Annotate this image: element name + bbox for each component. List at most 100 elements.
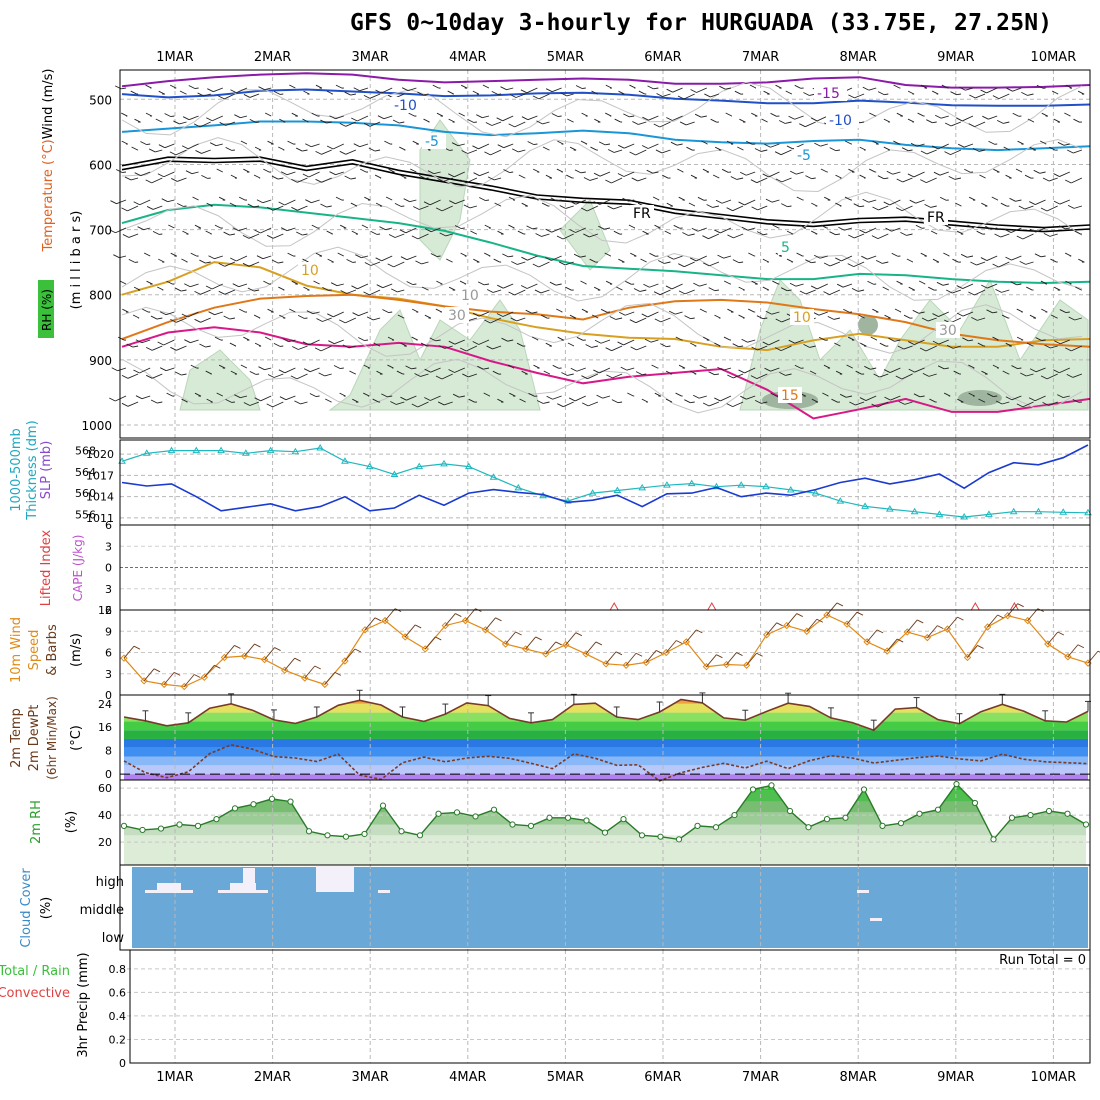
wind-barb bbox=[589, 233, 599, 238]
wind-barb-flag bbox=[190, 252, 197, 257]
wind-barb-flag bbox=[354, 648, 362, 653]
wind-barb bbox=[605, 651, 617, 665]
wind-barb-flag bbox=[146, 280, 153, 285]
wind-barb bbox=[794, 115, 804, 120]
wind-barb bbox=[538, 261, 550, 268]
wind-barb-flag bbox=[848, 168, 855, 173]
wind-barb bbox=[939, 171, 949, 176]
wind-barb-flag bbox=[867, 280, 874, 285]
wind-barb-flag bbox=[337, 252, 344, 257]
wind-barb bbox=[867, 255, 877, 260]
wind-barb-flag bbox=[531, 336, 539, 341]
wind-barb-flag bbox=[1041, 308, 1048, 313]
wind-barb bbox=[264, 87, 272, 91]
wind-barb-flag bbox=[566, 174, 573, 179]
wind-barb-flag bbox=[427, 170, 435, 175]
wind-barb-flag bbox=[653, 291, 661, 296]
wind-barb-flag bbox=[247, 287, 255, 292]
wind-barb-flag bbox=[922, 372, 930, 377]
thickness-marker bbox=[192, 446, 201, 454]
wind-barb-flag bbox=[1017, 603, 1024, 608]
wind-barb-flag bbox=[1059, 309, 1067, 313]
wind-barb-flag bbox=[339, 224, 347, 229]
wind-barb-flag bbox=[726, 403, 733, 408]
wind-barb bbox=[468, 373, 478, 378]
wind-barb-flag bbox=[843, 308, 850, 313]
wind-barb-flag bbox=[126, 343, 133, 348]
wind-barb-flag bbox=[1054, 340, 1061, 345]
wind-barb bbox=[506, 87, 514, 91]
wind-barb bbox=[165, 311, 175, 316]
isotherm-line bbox=[121, 293, 1091, 348]
wind-barb-flag bbox=[134, 172, 141, 177]
date-label-bottom: 6MAR bbox=[644, 1070, 681, 1085]
date-label-top: 4MAR bbox=[449, 50, 486, 65]
wind-barb-flag bbox=[159, 311, 167, 316]
wind-barb bbox=[322, 317, 332, 322]
wind-barb bbox=[505, 631, 516, 645]
wind-barb-flag bbox=[534, 289, 542, 294]
wind-speed-marker bbox=[461, 616, 470, 625]
wind-barb-flag bbox=[185, 170, 193, 175]
wind-barb-flag bbox=[1029, 368, 1037, 373]
wind-barb-flag bbox=[375, 202, 383, 207]
wind-barb bbox=[884, 93, 889, 96]
wind-barb-flag bbox=[665, 285, 673, 290]
wind-barb bbox=[543, 401, 550, 404]
wind-barb-flag bbox=[726, 207, 733, 212]
wind-barb-flag bbox=[484, 224, 492, 229]
wind-barb-flag bbox=[565, 286, 572, 291]
wind-barb bbox=[1003, 121, 1010, 124]
wind-barb bbox=[1060, 339, 1070, 345]
wind-barb-flag bbox=[968, 392, 975, 397]
wind-barb bbox=[176, 317, 187, 323]
wind-barb-flag bbox=[640, 258, 647, 263]
wind-barb bbox=[763, 233, 768, 236]
wind-barb-flag bbox=[803, 344, 810, 348]
precip-ylabel-part: 3hr Precip (mm) bbox=[76, 952, 91, 1057]
wind-barb-flag bbox=[1072, 398, 1079, 403]
wind-barb-flag bbox=[452, 393, 460, 398]
wind-barb-flag bbox=[145, 84, 152, 89]
wind-barb-flag bbox=[467, 119, 474, 123]
wind-barb-flag bbox=[460, 179, 467, 184]
wind-barb-flag bbox=[919, 347, 927, 352]
wind-barb bbox=[332, 143, 344, 150]
wind-barb bbox=[151, 177, 163, 184]
temp-color-band bbox=[124, 747, 1088, 757]
wind-barb-flag bbox=[372, 398, 379, 403]
wind-barb-flag bbox=[1053, 200, 1061, 205]
wind-barb-flag bbox=[334, 671, 342, 676]
rh-marker bbox=[157, 825, 165, 832]
wind-barb-flag bbox=[630, 252, 637, 257]
contour-label-bg bbox=[936, 322, 960, 338]
wind-barb bbox=[889, 367, 901, 373]
wind-barb bbox=[878, 205, 889, 211]
wind-barb-flag bbox=[179, 90, 187, 95]
wind-barb-flag bbox=[991, 196, 998, 201]
wind-barb-flag bbox=[150, 399, 158, 404]
wind-barb-flag bbox=[435, 636, 442, 641]
wind-barb-flag bbox=[364, 262, 372, 266]
wind-barb-flag bbox=[670, 141, 678, 146]
wind-barb-flag bbox=[232, 283, 239, 288]
wind-barb bbox=[383, 115, 393, 120]
wind-barb bbox=[757, 205, 768, 211]
wind-barb-flag bbox=[851, 288, 859, 292]
wind-barb bbox=[1026, 373, 1034, 377]
upper-air-ylabel: Temperature (°C)Wind (m/s) bbox=[41, 69, 56, 253]
wind-barb bbox=[420, 373, 429, 377]
wind-barb-flag bbox=[647, 85, 654, 90]
wind-barb bbox=[122, 171, 127, 173]
wind-barb-flag bbox=[628, 224, 636, 229]
wind-barb-flag bbox=[931, 145, 939, 150]
wind-barb bbox=[123, 645, 135, 659]
rh-marker bbox=[268, 795, 276, 802]
wind-barb-flag bbox=[493, 258, 500, 263]
wind-barb bbox=[562, 233, 574, 240]
wind-barb-flag bbox=[689, 257, 697, 262]
wind-barb-flag bbox=[605, 347, 612, 352]
wind-barb bbox=[240, 395, 248, 399]
wind-barb-flag bbox=[557, 336, 564, 341]
wind-barb bbox=[309, 367, 320, 373]
